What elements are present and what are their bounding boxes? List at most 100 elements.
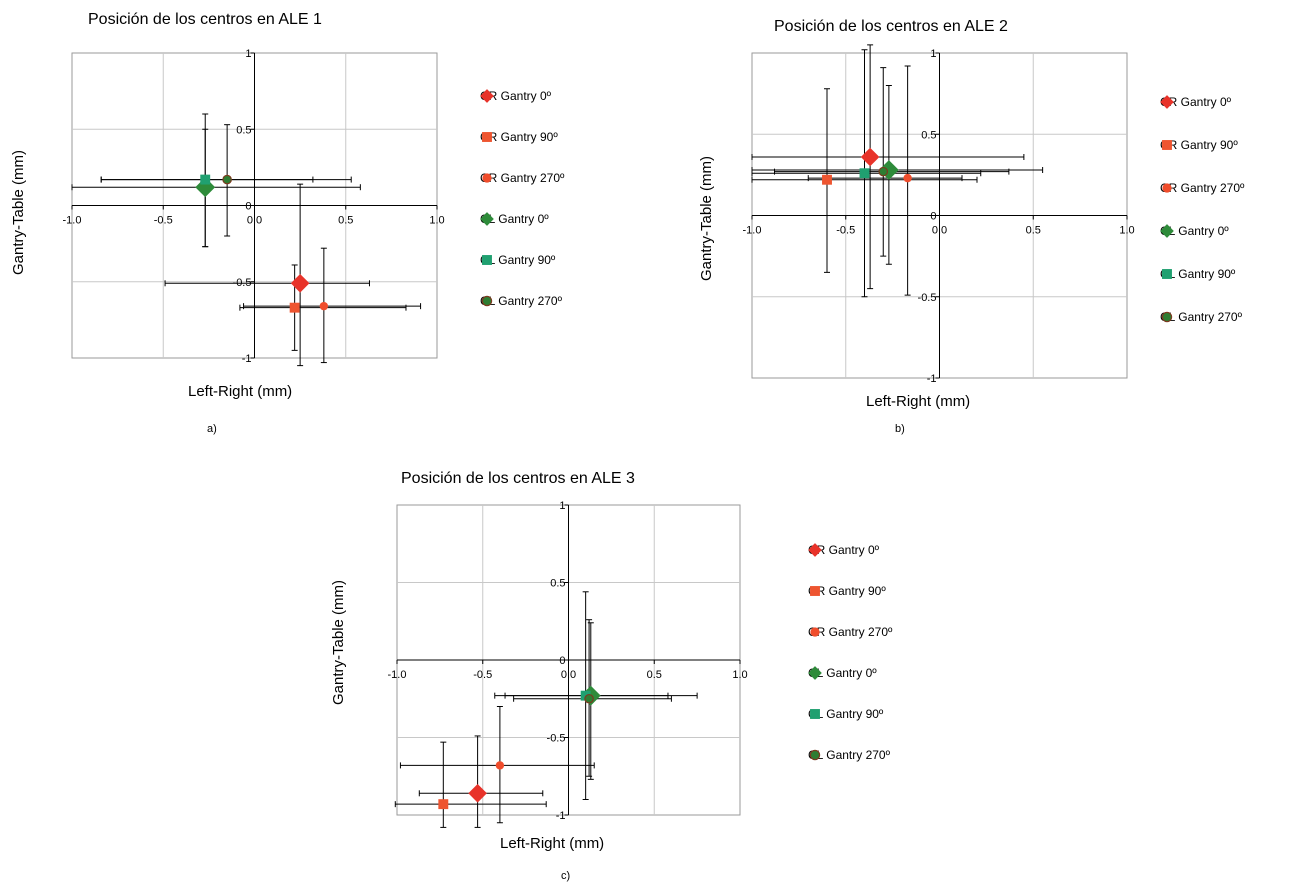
legend-label: CL Gantry 270º bbox=[1160, 310, 1242, 324]
x-tick-label: 0.5 bbox=[647, 669, 662, 681]
data-point bbox=[859, 168, 870, 179]
x-tick-label: 0.5 bbox=[338, 215, 353, 227]
legend-item: CL Gantry 270º bbox=[808, 748, 890, 762]
legend-marker bbox=[1160, 95, 1174, 109]
error-bars bbox=[494, 622, 698, 780]
x-tick-label: 0.0 bbox=[247, 215, 262, 227]
legend-item: CL Gantry 90º bbox=[808, 707, 883, 721]
x-axis-label: Left-Right (mm) bbox=[500, 835, 605, 852]
y-tick-label: -0.5 bbox=[918, 292, 937, 304]
legend-item: CL Gantry 0º bbox=[1160, 224, 1229, 238]
legend-item: CL Gantry 270º bbox=[1160, 310, 1242, 324]
x-tick-label: 0.0 bbox=[561, 669, 576, 681]
y-tick-label: 0 bbox=[930, 211, 936, 223]
legend-marker-shape bbox=[1160, 224, 1174, 238]
legend-marker bbox=[480, 212, 494, 226]
data-point bbox=[860, 147, 880, 167]
legend-marker-shape bbox=[1162, 183, 1172, 193]
legend-label: CL Gantry 0º bbox=[480, 212, 549, 226]
legend-marker bbox=[809, 749, 821, 761]
data-point bbox=[200, 174, 211, 185]
figure-caption: b) bbox=[895, 423, 905, 435]
legend-item: CR Gantry 270º bbox=[480, 171, 564, 185]
legend-marker-shape bbox=[1161, 311, 1173, 323]
legend-marker bbox=[810, 627, 820, 637]
legend-item: CL Gantry 270º bbox=[480, 294, 562, 308]
legend-item: CR Gantry 270º bbox=[808, 625, 892, 639]
x-axis-label: Left-Right (mm) bbox=[188, 383, 293, 400]
x-tick-label: 1.0 bbox=[429, 215, 444, 227]
legend-label: CL Gantry 270º bbox=[480, 294, 562, 308]
legend-label: CL Gantry 0º bbox=[808, 666, 877, 680]
data-point bbox=[290, 273, 310, 293]
x-tick-label: -1.0 bbox=[743, 225, 762, 237]
legend-marker-shape bbox=[480, 89, 494, 103]
y-tick-label: -1 bbox=[556, 810, 566, 822]
y-axis-label: Gantry-Table (mm) bbox=[330, 579, 347, 705]
legend-marker-shape bbox=[810, 709, 820, 719]
legend-marker-shape bbox=[1162, 140, 1172, 150]
legend-marker bbox=[1161, 311, 1173, 323]
legend-marker-shape bbox=[1162, 269, 1172, 279]
data-point bbox=[584, 693, 594, 704]
x-axis-label: Left-Right (mm) bbox=[866, 393, 971, 410]
x-tick-label: -0.5 bbox=[154, 215, 173, 227]
y-tick-label: 0.5 bbox=[236, 124, 251, 136]
legend-marker bbox=[482, 132, 492, 142]
legend-label: CR Gantry 270º bbox=[480, 171, 565, 185]
legend-item: CR Gantry 0º bbox=[480, 89, 551, 103]
legend-item: CL Gantry 90º bbox=[1160, 267, 1235, 281]
data-point bbox=[289, 302, 300, 313]
legend-label: CL Gantry 90º bbox=[1160, 267, 1236, 281]
legend-marker bbox=[481, 295, 493, 307]
legend-marker bbox=[810, 586, 820, 596]
legend-label: CR Gantry 90º bbox=[808, 584, 886, 598]
legend-label: CR Gantry 90º bbox=[1160, 138, 1238, 152]
legend-item: CL Gantry 0º bbox=[480, 212, 549, 226]
legend-label: CR Gantry 0º bbox=[1160, 95, 1232, 109]
legend-marker bbox=[1162, 269, 1172, 279]
legend-label: CR Gantry 0º bbox=[808, 543, 880, 557]
data-point bbox=[195, 177, 216, 198]
chart-title: Posición de los centros en ALE 3 bbox=[401, 470, 635, 487]
legend-label: CL Gantry 90º bbox=[808, 707, 884, 721]
x-tick-label: 0.0 bbox=[932, 225, 947, 237]
legend-marker bbox=[1160, 224, 1174, 238]
legend-item: CR Gantry 0º bbox=[1160, 95, 1231, 109]
x-tick-label: 0.5 bbox=[1026, 225, 1041, 237]
y-tick-label: -0.5 bbox=[547, 733, 566, 745]
chart-title: Posición de los centros en ALE 2 bbox=[774, 18, 1008, 35]
legend-marker-shape bbox=[808, 666, 822, 680]
legend-label: CL Gantry 0º bbox=[1160, 224, 1229, 238]
y-tick-label: 1 bbox=[559, 500, 565, 512]
y-tick-label: -1 bbox=[242, 353, 252, 365]
legend-item: CR Gantry 270º bbox=[1160, 181, 1244, 195]
legend-marker-shape bbox=[808, 543, 822, 557]
legend-marker-shape bbox=[810, 627, 820, 637]
legend-item: CR Gantry 90º bbox=[1160, 138, 1238, 152]
legend-marker bbox=[810, 709, 820, 719]
legend-marker bbox=[480, 89, 494, 103]
x-tick-label: 1.0 bbox=[732, 669, 747, 681]
data-point bbox=[222, 174, 232, 185]
data-point bbox=[903, 173, 912, 183]
data-point bbox=[495, 761, 505, 770]
legend-item: CL Gantry 0º bbox=[808, 666, 877, 680]
data-point bbox=[822, 174, 832, 185]
y-tick-label: 0 bbox=[559, 655, 565, 667]
data-point bbox=[319, 301, 329, 311]
y-tick-label: 1 bbox=[930, 48, 936, 60]
data-point bbox=[468, 784, 487, 803]
x-tick-label: -1.0 bbox=[388, 669, 407, 681]
y-tick-label: 0.5 bbox=[921, 129, 936, 141]
legend-item: CL Gantry 90º bbox=[480, 253, 555, 267]
legend-marker-shape bbox=[482, 173, 492, 183]
y-tick-label: -0.5 bbox=[233, 277, 252, 289]
legend-marker bbox=[1162, 183, 1172, 193]
legend-label: CL Gantry 270º bbox=[808, 748, 890, 762]
legend-label: CL Gantry 90º bbox=[480, 253, 556, 267]
figure-caption: c) bbox=[561, 870, 571, 882]
